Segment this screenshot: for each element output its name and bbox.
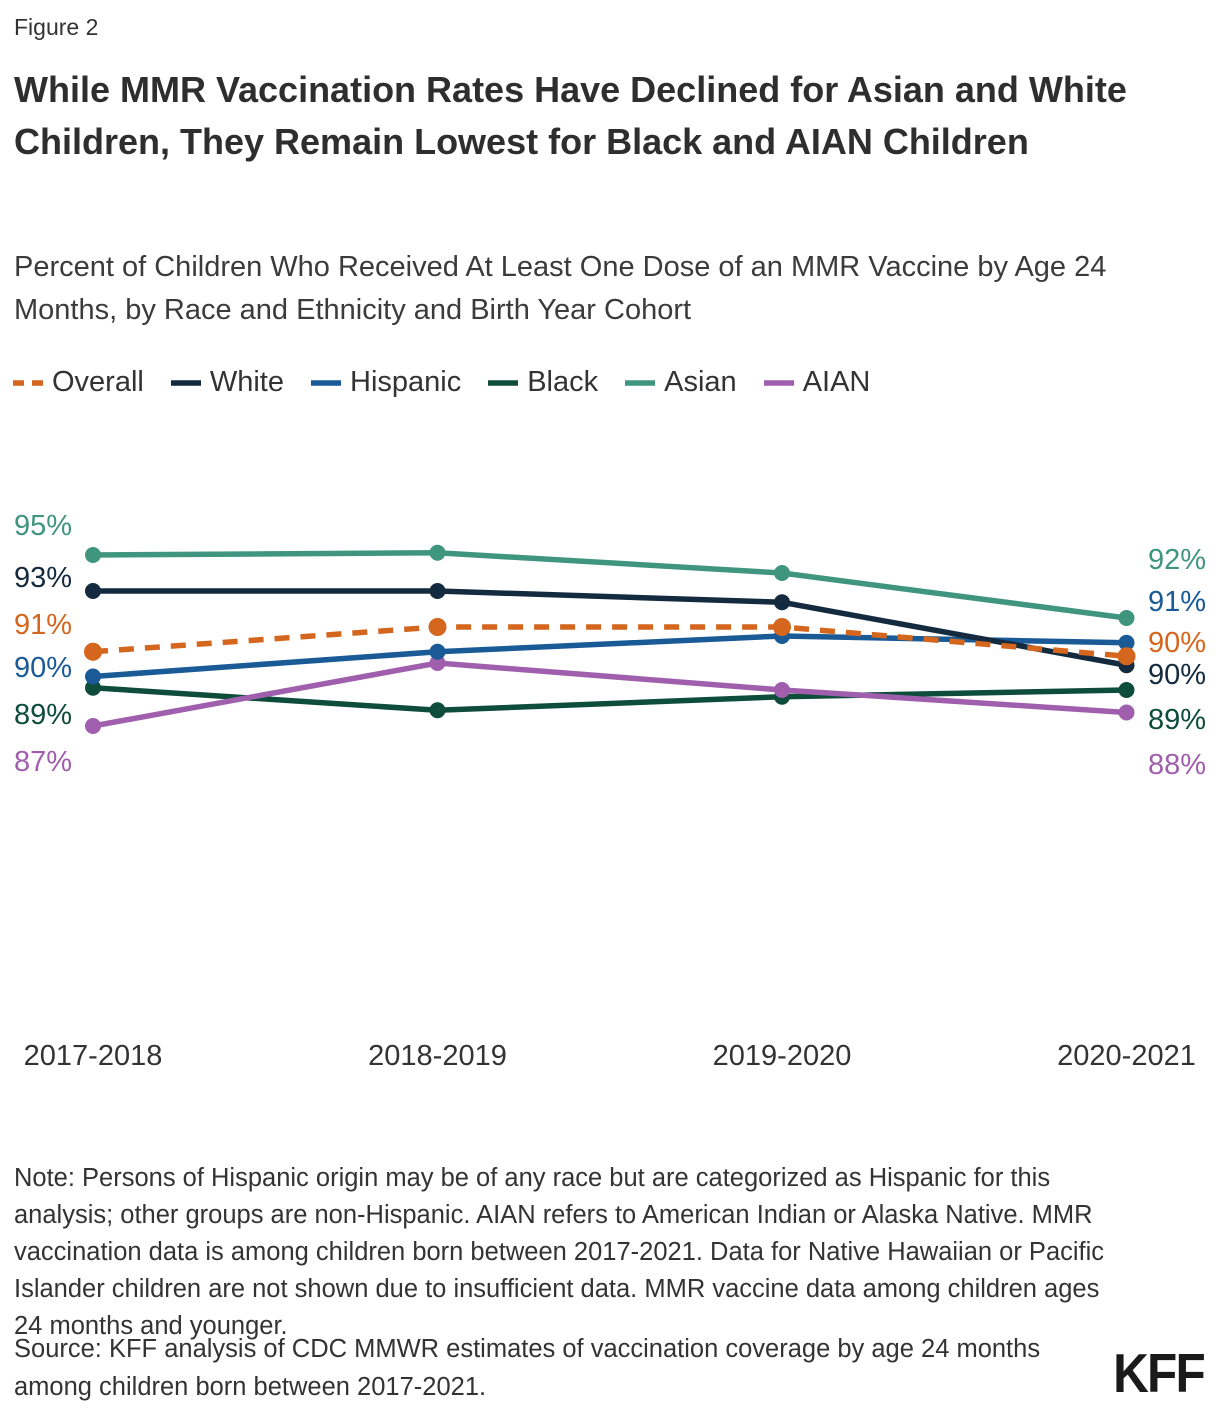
start-value-label-asian: 95%: [14, 510, 73, 542]
end-value-label-aian: 88%: [1147, 749, 1206, 781]
data-point-aian-1: [429, 655, 446, 671]
legend-label-hispanic: Hispanic: [350, 366, 462, 398]
chart-legend: Overall White Hispanic Black Asian AIAN: [12, 366, 870, 399]
series-line-white: [93, 588, 1127, 668]
data-point-hispanic-1: [429, 643, 446, 660]
series-line-black: [92, 685, 1127, 714]
data-point-overall-1: [428, 618, 447, 636]
data-point-asian-0: [85, 547, 101, 563]
data-point-white-1: [429, 583, 446, 599]
legend-item-overall: Overall: [12, 366, 144, 399]
series-line-asian: [92, 549, 1127, 621]
legend-item-aian: AIAN: [763, 366, 871, 399]
legend-item-hispanic: Hispanic: [310, 366, 461, 399]
start-value-label-aian: 87%: [14, 746, 73, 778]
data-point-white-2: [774, 594, 790, 611]
start-value-label-black: 89%: [14, 699, 73, 731]
legend-item-black: Black: [487, 366, 598, 399]
legend-swatch-white: [170, 379, 201, 386]
page-subtitle: Percent of Children Who Received At Leas…: [14, 251, 1107, 326]
data-point-hispanic-0: [85, 668, 101, 685]
legend-swatch-overall: [13, 379, 43, 386]
figure-label: Figure 2: [14, 14, 99, 40]
series-line-overall: [92, 624, 1127, 659]
end-value-label-asian: 92%: [1147, 544, 1206, 576]
data-point-black-3: [1118, 682, 1135, 698]
series-line-hispanic: [92, 633, 1127, 680]
data-point-white-0: [85, 583, 101, 599]
legend-label-aian: AIAN: [802, 366, 871, 398]
legend-label-overall: Overall: [52, 366, 144, 398]
source-text: Source: KFF analysis of CDC MMWR estimat…: [14, 1335, 1041, 1401]
end-value-label-overall: 90%: [1147, 627, 1206, 659]
data-point-black-0: [85, 679, 101, 696]
x-axis-label-2020-2021: 2020-2021: [1057, 1040, 1196, 1072]
legend-swatch-asian: [625, 379, 656, 386]
legend-label-black: Black: [527, 366, 599, 398]
start-value-label-overall: 91%: [14, 609, 73, 641]
data-point-hispanic-3: [1118, 634, 1135, 651]
data-point-overall-3: [1117, 647, 1136, 666]
line-chart-svg: [84, 544, 1136, 734]
legend-swatch-hispanic: [311, 379, 341, 386]
end-value-label-hispanic: 91%: [1147, 586, 1206, 618]
legend-item-asian: Asian: [624, 366, 737, 399]
start-value-label-hispanic: 90%: [14, 652, 73, 684]
end-value-label-black: 89%: [1147, 704, 1206, 736]
data-point-black-1: [429, 702, 446, 719]
data-point-overall-2: [773, 618, 791, 636]
note-text: Note: Persons of Hispanic origin may be …: [14, 1164, 1105, 1340]
start-value-label-white: 93%: [14, 562, 73, 594]
x-axis-label-2017-2018: 2017-2018: [23, 1040, 163, 1072]
x-axis-label-2018-2019: 2018-2019: [368, 1040, 507, 1072]
series-line-aian: [92, 660, 1127, 729]
legend-item-white: White: [170, 366, 284, 399]
x-axis-label-2019-2020: 2019-2020: [712, 1040, 852, 1072]
data-point-aian-0: [85, 718, 101, 734]
legend-swatch-aian: [763, 379, 794, 386]
data-point-aian-2: [774, 682, 790, 698]
data-point-overall-0: [84, 642, 102, 661]
data-point-asian-1: [429, 544, 446, 561]
legend-label-white: White: [209, 366, 284, 398]
end-value-label-white: 90%: [1147, 659, 1206, 691]
page-title: While MMR Vaccination Rates Have Decline…: [14, 69, 1127, 162]
data-point-aian-3: [1118, 704, 1135, 721]
legend-swatch-black: [488, 379, 519, 386]
data-point-asian-2: [774, 565, 790, 581]
data-point-asian-3: [1118, 610, 1135, 626]
legend-label-asian: Asian: [664, 366, 737, 398]
kff-logo: KFF: [1113, 1342, 1206, 1404]
